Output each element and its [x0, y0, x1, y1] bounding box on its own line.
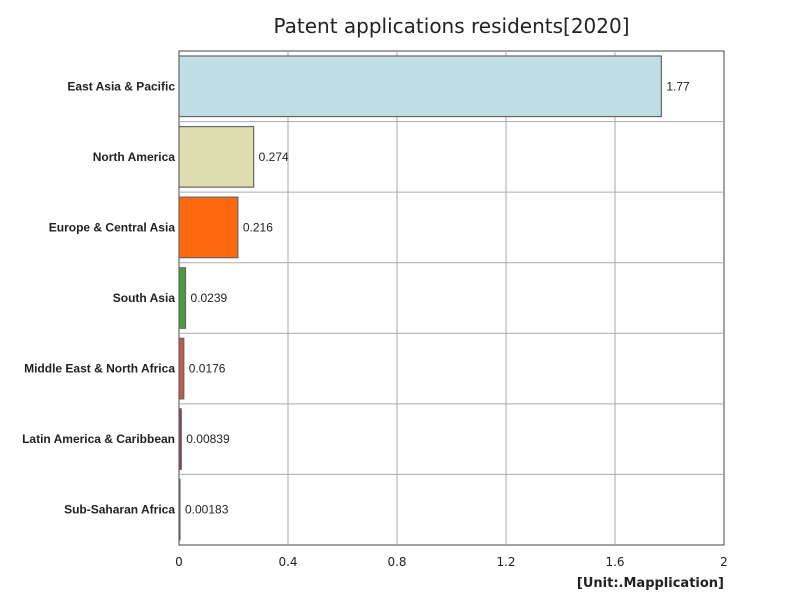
- value-label: 0.216: [243, 220, 273, 234]
- value-label: 0.00839: [186, 432, 230, 446]
- category-label: North America: [93, 150, 176, 164]
- category-label: Middle East & North Africa: [24, 362, 175, 376]
- x-tick-label: 0: [175, 555, 183, 569]
- category-label: Sub-Saharan Africa: [64, 503, 175, 517]
- category-label: South Asia: [113, 291, 176, 305]
- x-tick-label: 0.8: [387, 555, 406, 569]
- bars: [178, 55, 662, 541]
- value-label: 0.0176: [189, 362, 226, 376]
- category-label: East Asia & Pacific: [67, 79, 175, 93]
- unit-label: [Unit:.Mapplication]: [576, 576, 724, 591]
- plot-area: [178, 50, 725, 546]
- bar: [178, 408, 182, 471]
- labels: 0 0.4 0.8 1.2 1.6 2 East Asia & Pacific 1.77 Nor…: [22, 79, 728, 569]
- x-tick-label: 1.2: [496, 555, 515, 569]
- bar: [178, 125, 255, 188]
- value-label: 0.0239: [191, 291, 228, 305]
- x-tick-label: 2: [720, 555, 728, 569]
- value-label: 1.77: [666, 79, 690, 93]
- bar: [178, 267, 187, 329]
- grid-lines: [179, 51, 724, 545]
- x-tick-label: 1.6: [605, 555, 624, 569]
- chart-title: Patent applications residents[2020]: [273, 14, 630, 38]
- x-tick-label: 0.4: [278, 555, 297, 569]
- bar: [178, 196, 239, 259]
- bar: [178, 55, 662, 118]
- value-label: 0.274: [259, 150, 289, 164]
- category-label: Latin America & Caribbean: [22, 432, 175, 446]
- bar: [178, 478, 181, 541]
- category-label: Europe & Central Asia: [49, 220, 176, 234]
- bar: [178, 337, 185, 400]
- value-label: 0.00183: [185, 503, 229, 517]
